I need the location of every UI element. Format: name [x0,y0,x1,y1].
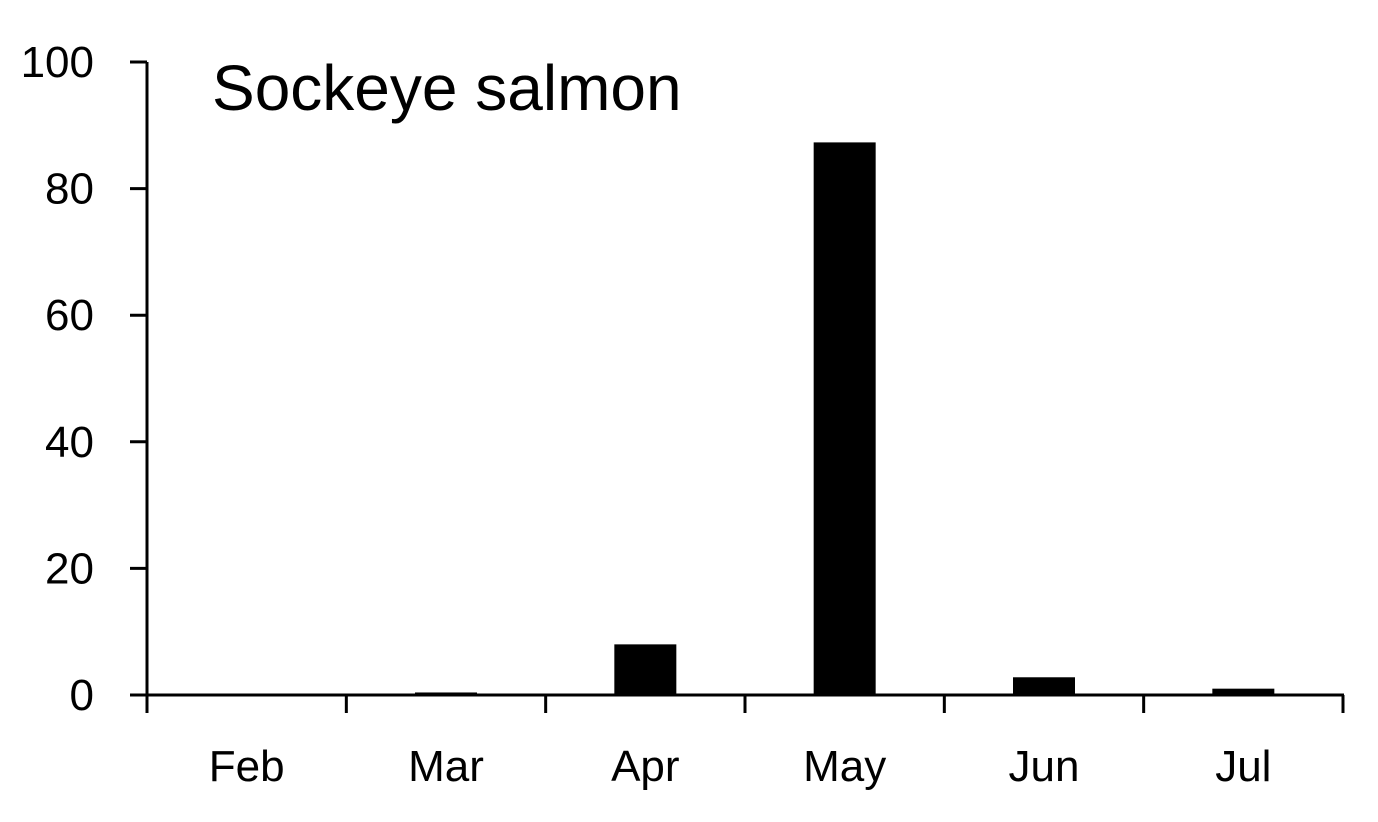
x-tick-label: Jul [1215,742,1271,791]
y-tick-label: 80 [45,165,94,214]
y-tick-label: 100 [21,38,94,87]
y-tick-label: 60 [45,291,94,340]
chart-title: Sockeye salmon [212,52,682,124]
bar-mar [415,692,477,695]
labels: 0 20 40 60 80 100 Feb Mar Apr May Jun Jul [21,38,1272,791]
axes [130,60,1345,713]
bar-may [813,142,876,696]
bars [415,142,1275,696]
y-tick-label: 40 [45,418,94,467]
x-tick-label: Mar [408,742,484,791]
x-tick-label: May [803,742,886,791]
x-tick-label: Feb [209,742,285,791]
x-tick-label: Jun [1009,742,1080,791]
bar-jun [1013,677,1075,695]
bar-jul [1212,688,1275,695]
x-tick-label: Apr [611,742,679,791]
y-tick-label: 20 [45,544,94,593]
y-tick-label: 0 [70,671,94,720]
bar-apr [614,644,677,695]
